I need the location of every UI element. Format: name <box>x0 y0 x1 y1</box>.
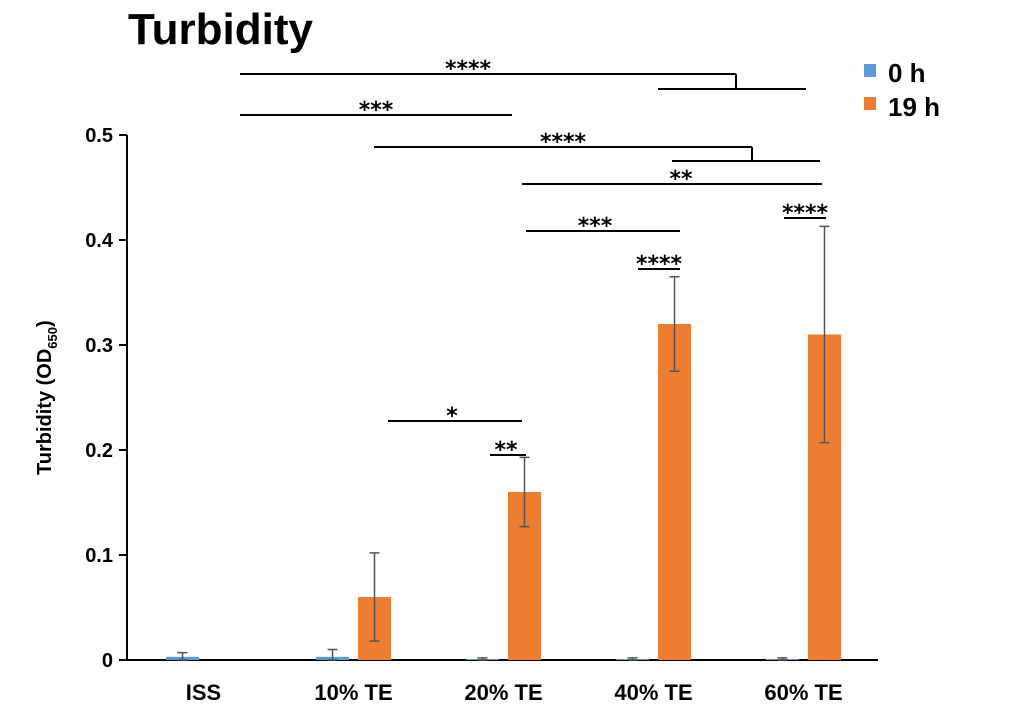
legend-label-19h: 19 h <box>888 92 940 122</box>
legend-label-0h: 0 h <box>888 58 926 88</box>
legend-swatch-0h <box>864 64 876 77</box>
x-tick-label-10-te: 10% TE <box>314 680 392 705</box>
chart-title: Turbidity <box>128 5 313 54</box>
y-tick-label: 0 <box>102 650 113 672</box>
y-tick-label: 0.5 <box>85 125 113 147</box>
y-tick-label: 0.2 <box>85 440 113 462</box>
significance-label: **** <box>540 130 587 155</box>
legend: 0 h 19 h <box>864 58 940 122</box>
y-axis-label-subscript: 650 <box>45 327 60 349</box>
significance-label: *** <box>578 214 613 239</box>
bars <box>166 324 841 660</box>
significance-brackets: *************************** <box>240 57 828 463</box>
x-tick-label-60-te: 60% TE <box>764 680 842 705</box>
significance-label: * <box>446 404 458 429</box>
significance-label: *** <box>359 98 394 123</box>
x-tick-label-40-te: 40% TE <box>614 680 692 705</box>
y-tick-label: 0.1 <box>85 545 113 567</box>
x-tick-label-iss: ISS <box>186 680 221 705</box>
y-tick-label: 0.4 <box>85 230 114 252</box>
y-axis-label-main: Turbidity (OD <box>34 349 56 475</box>
bar-19-h-40-te <box>658 324 691 660</box>
y-axis-label: Turbidity (OD650) <box>34 320 60 475</box>
x-tick-label-20-te: 20% TE <box>464 680 542 705</box>
significance-label: ** <box>669 167 693 192</box>
error-bars <box>177 225 830 661</box>
significance-label: **** <box>782 201 829 226</box>
legend-swatch-19h <box>864 97 876 110</box>
axes: 0 0.1 0.2 0.3 0.4 0.5 ISS 10% TE 20% TE 40% TE 60%… <box>85 125 878 705</box>
significance-label: **** <box>445 57 492 82</box>
y-tick-label: 0.3 <box>85 335 113 357</box>
y-axis-label-close: ) <box>34 320 56 327</box>
significance-label: **** <box>636 252 683 277</box>
significance-label: ** <box>494 438 518 463</box>
